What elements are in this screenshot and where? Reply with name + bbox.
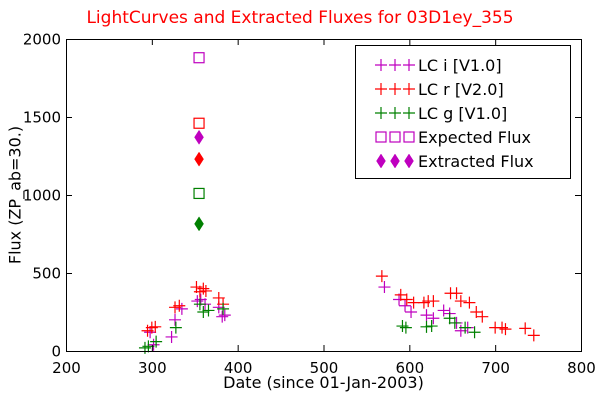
- y-tick-label-500: 500: [32, 265, 61, 283]
- y-tick-label-0: 0: [51, 343, 61, 361]
- legend-box: [355, 45, 571, 179]
- point-lc-g-v1-0-12: [443, 312, 456, 325]
- legend-marker-expected-flux-1: [389, 131, 401, 143]
- point-lc-g-v1-0-14: [459, 321, 472, 334]
- legend-marker-lc-i-v1-0-1: [389, 59, 401, 71]
- point-lc-i-v1-0-3: [169, 313, 182, 326]
- point-lc-r-v2-0-17: [427, 295, 440, 308]
- legend-label-lc-i-v1-0: LC i [V1.0]: [418, 56, 502, 75]
- legend-marker-lc-g-v1-0-0: [375, 107, 387, 119]
- point-lc-g-v1-0-0: [138, 341, 151, 354]
- point-lc-r-v2-0-28: [527, 329, 540, 342]
- point-lc-g-v1-0-11: [425, 320, 438, 333]
- x-tick-label-500: 500: [310, 359, 339, 377]
- axis-ticks: 200 300 400 500 600 700 800 0 500 1000 1500 2000: [23, 31, 596, 378]
- point-extracted-flux-1: [194, 151, 204, 167]
- point-lc-g-v1-0-10: [420, 320, 433, 333]
- y-tick-label-1500: 1500: [23, 109, 61, 127]
- legend-marker-lc-g-v1-0-1: [389, 107, 401, 119]
- point-lc-i-v1-0-1: [147, 338, 160, 351]
- point-lc-g-v1-0-6: [202, 304, 215, 317]
- point-lc-r-v2-0-23: [476, 310, 489, 323]
- point-expected-flux-0: [193, 52, 205, 64]
- point-lc-g-v1-0-9: [399, 321, 412, 334]
- point-lc-g-v1-0-3: [169, 321, 182, 334]
- x-tick-label-700: 700: [481, 359, 510, 377]
- point-lc-i-v1-0-17: [437, 304, 450, 317]
- legend-marker-lc-r-v2-0-1: [389, 83, 401, 95]
- legend-marker-extracted-flux-1: [390, 153, 400, 169]
- point-lc-g-v1-0-5: [197, 306, 210, 318]
- point-lc-r-v2-0-8: [199, 284, 212, 297]
- point-lc-i-v1-0-10: [218, 309, 231, 322]
- point-lc-i-v1-0-4: [175, 302, 188, 315]
- x-tick-label-300: 300: [138, 359, 167, 377]
- legend-label-expected-flux: Expected Flux: [418, 128, 531, 147]
- point-lc-i-v1-0-0: [144, 326, 157, 339]
- legend-marker-lc-r-v2-0-2: [403, 83, 415, 95]
- point-lc-r-v2-0-20: [454, 295, 467, 308]
- legend-marker-extracted-flux-2: [404, 153, 414, 169]
- point-lc-i-v1-0-14: [405, 306, 418, 318]
- point-lc-r-v2-0-9: [212, 291, 225, 304]
- legend-marker-lc-g-v1-0-2: [403, 107, 415, 119]
- point-lc-r-v2-0-4: [173, 299, 186, 312]
- legend-marker-expected-flux-0: [375, 131, 387, 143]
- legend: LC i [V1.0] LC r [V2.0] LC g [V1.0] Expecte…: [355, 45, 571, 179]
- x-tick-label-800: 800: [567, 359, 596, 377]
- legend-marker-lc-i-v1-0-2: [403, 59, 415, 71]
- y-tick-label-1000: 1000: [23, 187, 61, 205]
- point-lc-r-v2-0-14: [407, 296, 420, 309]
- x-axis-label: Date (since 01-Jan-2003): [223, 373, 424, 392]
- point-lc-g-v1-0-2: [150, 335, 163, 348]
- point-lc-r-v2-0-22: [470, 306, 483, 318]
- point-lc-r-v2-0-13: [400, 293, 413, 306]
- point-lc-g-v1-0-4: [193, 298, 206, 311]
- legend-marker-expected-flux-2: [403, 131, 415, 143]
- point-lc-i-v1-0-16: [427, 312, 440, 325]
- point-lc-r-v2-0-11: [375, 270, 388, 283]
- point-expected-flux-1: [193, 117, 205, 129]
- point-lc-r-v2-0-25: [496, 321, 509, 334]
- point-lc-i-v1-0-13: [399, 299, 412, 312]
- point-lc-g-v1-0-7: [217, 302, 230, 315]
- point-lc-r-v2-0-26: [499, 323, 512, 336]
- x-tick-label-400: 400: [224, 359, 253, 377]
- point-lc-r-v2-0-21: [463, 296, 476, 309]
- point-extracted-flux-2: [194, 216, 204, 232]
- point-lc-i-v1-0-11: [378, 281, 391, 294]
- y-axis-label: Flux (ZP_ab=30.): [5, 125, 25, 265]
- point-extracted-flux-0: [194, 129, 204, 145]
- point-lc-r-v2-0-12: [394, 288, 407, 301]
- point-lc-r-v2-0-27: [519, 322, 532, 335]
- legend-marker-extracted-flux-0: [376, 153, 386, 169]
- x-tick-label-600: 600: [396, 359, 425, 377]
- point-lc-r-v2-0-7: [197, 282, 210, 295]
- legend-marker-lc-i-v1-0-0: [375, 59, 387, 71]
- point-lc-g-v1-0-8: [396, 320, 409, 333]
- legend-label-lc-g-v1-0: LC g [V1.0]: [418, 104, 507, 123]
- point-lc-r-v2-0-2: [149, 320, 162, 333]
- point-lc-i-v1-0-5: [191, 295, 204, 308]
- y-tick-label-2000: 2000: [23, 31, 61, 49]
- point-expected-flux-2: [193, 187, 205, 200]
- legend-label-lc-r-v2-0: LC r [V2.0]: [418, 80, 504, 99]
- data-marks: [138, 52, 540, 354]
- point-lc-i-v1-0-15: [420, 309, 433, 322]
- point-lc-g-v1-0-15: [468, 326, 481, 339]
- legend-label-extracted-flux: Extracted Flux: [418, 152, 534, 171]
- point-lc-g-v1-0-13: [448, 316, 461, 329]
- legend-marker-lc-r-v2-0-0: [375, 83, 387, 95]
- chart-title: LightCurves and Extracted Fluxes for 03D…: [86, 8, 514, 28]
- point-lc-r-v2-0-19: [450, 287, 463, 300]
- point-lc-i-v1-0-2: [165, 330, 178, 343]
- x-tick-label-200: 200: [52, 359, 81, 377]
- point-lc-i-v1-0-9: [216, 310, 229, 323]
